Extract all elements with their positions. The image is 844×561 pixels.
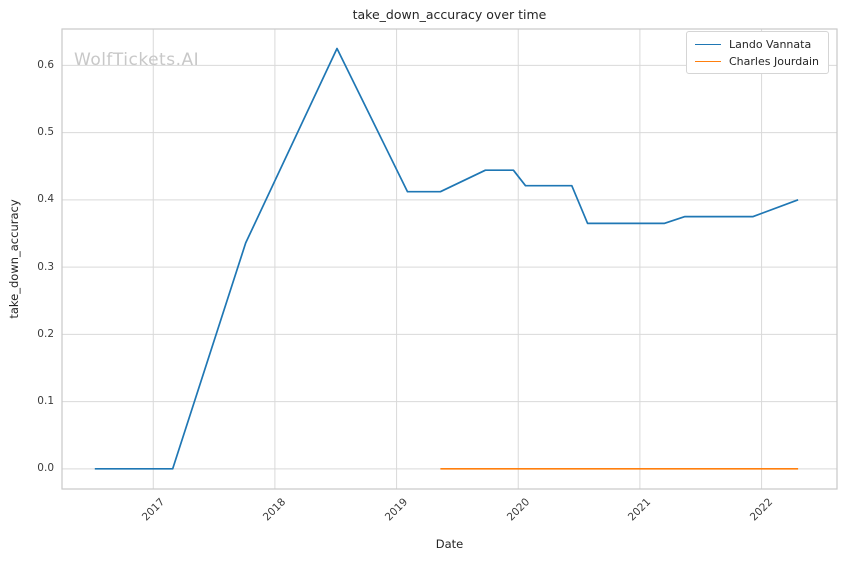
series-line-lando-vannata	[94, 47, 799, 470]
y-tick-label: 0.0	[37, 462, 54, 475]
x-axis-label: Date	[435, 537, 464, 551]
y-tick-label: 0.5	[37, 126, 54, 139]
legend-line-sample	[695, 60, 721, 62]
watermark-text: WolfTickets.AI	[74, 50, 200, 70]
legend-label: Charles Jourdain	[729, 54, 819, 68]
y-axis-label: take_down_accuracy	[7, 199, 21, 319]
y-tick-label: 0.2	[37, 327, 54, 340]
legend: Lando Vannata Charles Jourdain	[686, 31, 829, 74]
y-tick-label: 0.4	[37, 193, 54, 206]
y-tick-label: 0.3	[37, 260, 54, 273]
chart-title: take_down_accuracy over time	[352, 7, 547, 22]
legend-item: Lando Vannata	[695, 37, 819, 51]
legend-line-sample	[695, 43, 721, 45]
y-tick-label: 0.6	[37, 58, 54, 71]
legend-label: Lando Vannata	[729, 37, 812, 51]
legend-item: Charles Jourdain	[695, 54, 819, 68]
y-tick-label: 0.1	[37, 395, 54, 408]
plot-border	[61, 28, 838, 490]
